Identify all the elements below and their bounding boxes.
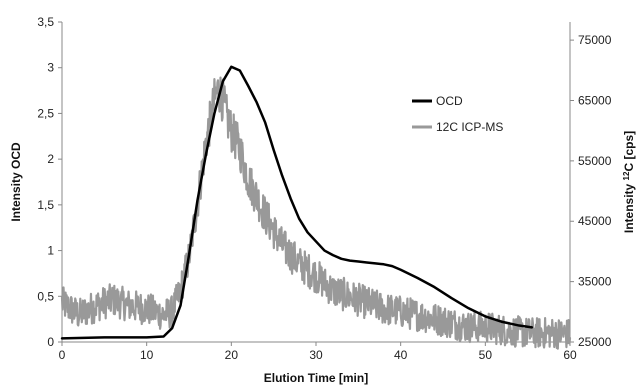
x-tick-label: 30 xyxy=(309,348,323,362)
x-tick-label: 60 xyxy=(563,348,577,362)
legend-label-12c-icp-ms: 12C ICP-MS xyxy=(436,120,503,134)
y-left-tick-label: 1 xyxy=(47,244,54,258)
x-tick-label: 10 xyxy=(140,348,154,362)
y-right-tick-label: 55000 xyxy=(578,154,612,168)
y-left-tick-label: 0,5 xyxy=(37,289,54,303)
y-left-tick-label: 1,5 xyxy=(37,198,54,212)
y-right-tick-label: 45000 xyxy=(578,214,612,228)
left-y-axis-title: Intensity OCD xyxy=(9,142,23,222)
x-ticks: 0 10 20 30 40 50 60 xyxy=(59,342,577,362)
right-y-axis-title-suffix: C [cps] xyxy=(622,131,636,172)
axes xyxy=(61,22,571,343)
y-left-tick-label: 2,5 xyxy=(37,106,54,120)
y-left-tick-label: 0 xyxy=(47,335,54,349)
legend-label-ocd: OCD xyxy=(436,94,463,108)
legend: OCD 12C ICP-MS xyxy=(412,94,503,134)
y-right-tick-label: 25000 xyxy=(578,335,612,349)
x-tick-label: 20 xyxy=(225,348,239,362)
y-left-tick-label: 3,5 xyxy=(37,15,54,29)
series-line-12c-icp-ms xyxy=(60,76,572,350)
x-axis-title: Elution Time [min] xyxy=(264,371,368,385)
x-tick-label: 0 xyxy=(59,348,66,362)
y-left-ticks: 0 0,5 1 1,5 2 2,5 3 3,5 xyxy=(37,15,62,349)
y-right-tick-label: 65000 xyxy=(578,93,612,107)
y-right-tick-label: 35000 xyxy=(578,275,612,289)
right-y-axis-title: Intensity 12C [cps] xyxy=(622,131,637,233)
y-right-tick-label: 75000 xyxy=(578,33,612,47)
x-tick-label: 40 xyxy=(394,348,408,362)
series-layer xyxy=(60,65,572,350)
y-left-tick-label: 2 xyxy=(47,152,54,166)
x-tick-label: 50 xyxy=(479,348,493,362)
series-line-ocd xyxy=(60,65,534,340)
y-right-ticks: 25000 35000 45000 55000 65000 75000 xyxy=(570,33,612,349)
y-left-tick-label: 3 xyxy=(47,61,54,75)
right-y-axis-title-superscript: 12 xyxy=(622,171,631,180)
right-y-axis-title-prefix: Intensity xyxy=(622,180,636,233)
